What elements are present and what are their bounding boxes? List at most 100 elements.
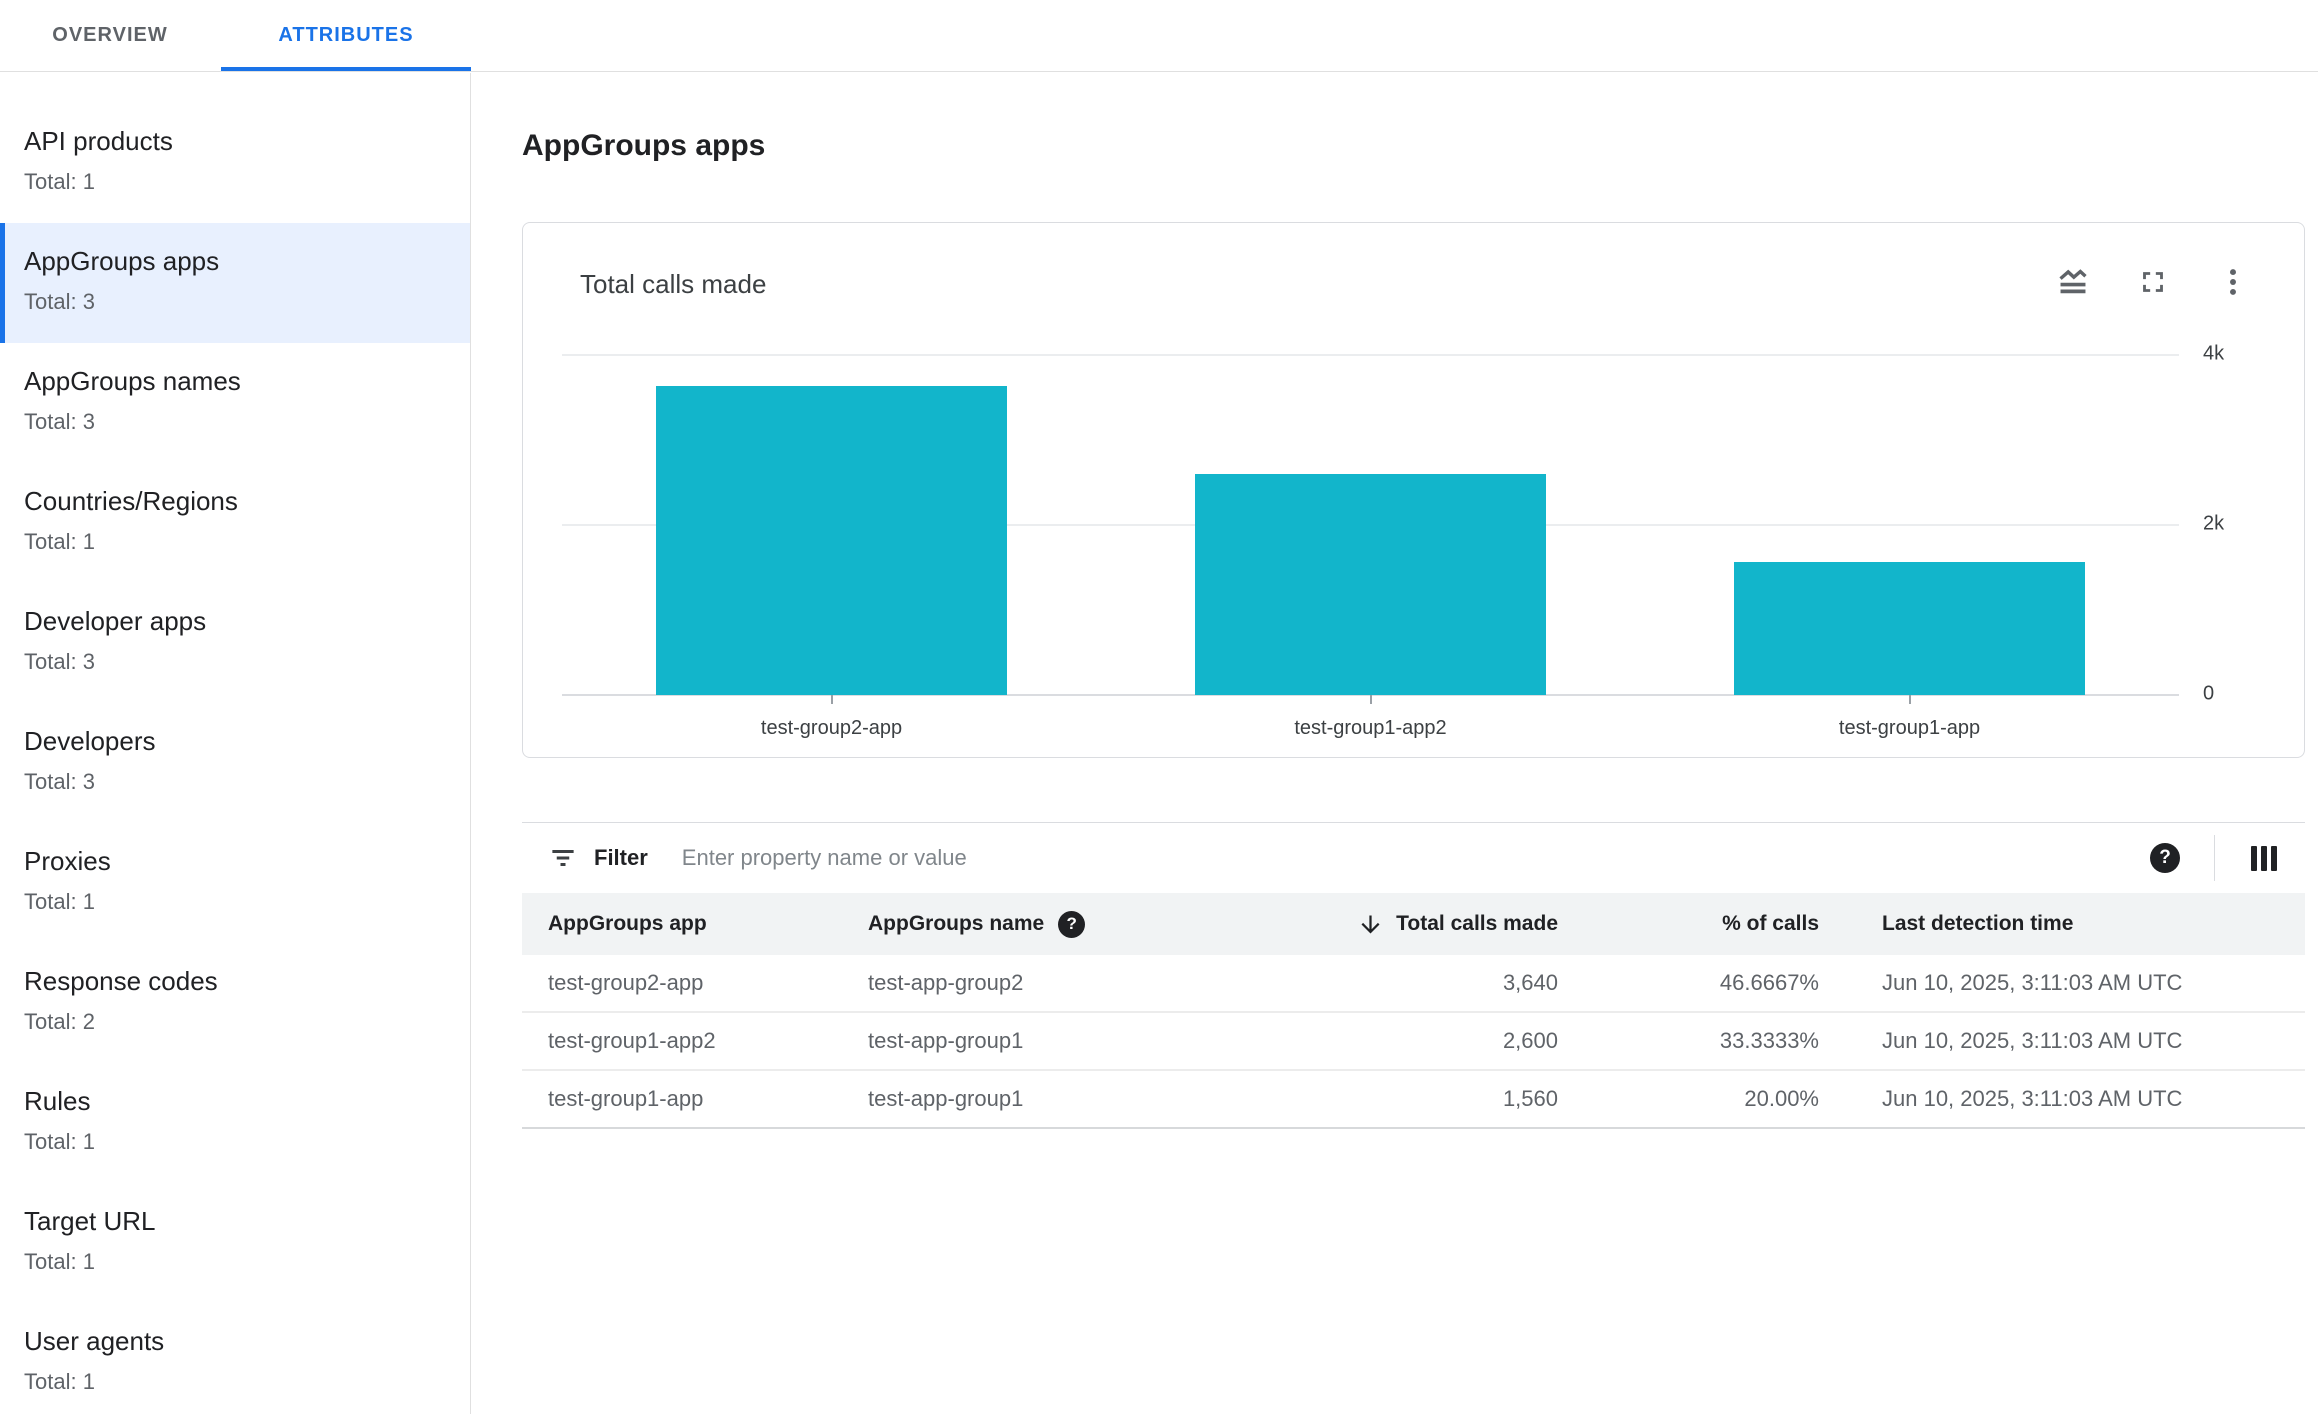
cell-appgroups-app: test-group1-app2 — [548, 1028, 716, 1053]
cell-total-calls-made: 3,640 — [1502, 970, 1558, 995]
attributes-sidebar: API products Total: 1 AppGroups apps Total:… — [0, 73, 471, 1414]
filter-label: Filter — [594, 845, 648, 870]
kebab-menu-icon[interactable] — [2214, 263, 2252, 301]
x-axis-tick — [1909, 695, 1911, 704]
x-axis-tick — [831, 695, 833, 704]
cell-of-calls: 33.3333% — [1719, 1028, 1819, 1053]
column-header-label: % of calls — [1722, 912, 1819, 935]
gridline-4k — [562, 354, 2179, 356]
sidebar-item-response-codes[interactable]: Response codes Total: 2 — [0, 943, 470, 1063]
sidebar-item-total: Total: 1 — [24, 529, 95, 554]
sidebar-item-label: Developer apps — [24, 606, 207, 636]
tab-overview[interactable]: OVERVIEW — [20, 0, 200, 71]
sidebar-item-total: Total: 3 — [24, 649, 95, 674]
sidebar-item-target-url[interactable]: Target URL Total: 1 — [0, 1183, 470, 1303]
sidebar-item-label: Response codes — [24, 966, 218, 996]
column-help-icon[interactable]: ? — [1058, 910, 1086, 938]
filter-input[interactable] — [681, 845, 2150, 871]
cell-last-detection-time: Jun 10, 2025, 3:11:03 AM UTC — [1882, 1028, 2183, 1053]
chart-card-toolbar — [2054, 263, 2252, 301]
x-axis-tick — [1370, 695, 1372, 704]
sidebar-item-total: Total: 3 — [24, 289, 95, 314]
sidebar-item-label: User agents — [24, 1326, 165, 1356]
page-title: AppGroups apps — [522, 129, 766, 162]
filter-bar: Filter ? — [522, 823, 2305, 893]
cell-of-calls: 46.6667% — [1719, 970, 1819, 995]
sidebar-item-label: Developers — [24, 726, 156, 756]
chart-card: Total calls made 0 2k 4k test-group2-a — [522, 222, 2305, 758]
sidebar-item-developer-apps[interactable]: Developer apps Total: 3 — [0, 583, 470, 703]
chart-plot: 0 2k 4k test-group2-app test-group1-app2 test… — [562, 342, 2224, 739]
sidebar-item-api-products[interactable]: API products Total: 1 — [0, 103, 470, 223]
help-icon[interactable]: ? — [2150, 843, 2180, 873]
sidebar-item-developers[interactable]: Developers Total: 3 — [0, 703, 470, 823]
sidebar-item-total: Total: 1 — [24, 1129, 95, 1154]
table-row: test-group1-app2 test-app-group1 2,600 33.3… — [522, 1013, 2305, 1071]
sidebar-item-label: Target URL — [24, 1206, 156, 1236]
sidebar-item-label: AppGroups apps — [24, 246, 220, 276]
active-tab-indicator — [221, 67, 471, 71]
cell-appgroups-name: test-app-group2 — [868, 970, 1024, 995]
sidebar-item-label: Proxies — [24, 846, 111, 876]
table-body: test-group2-app test-app-group2 3,640 46.66… — [522, 955, 2305, 1129]
cell-of-calls: 20.00% — [1744, 1086, 1819, 1111]
cell-appgroups-name: test-app-group1 — [868, 1028, 1024, 1053]
fullscreen-icon[interactable] — [2134, 263, 2172, 301]
sidebar-item-total: Total: 3 — [24, 409, 95, 434]
tab-attributes[interactable]: ATTRIBUTES — [221, 0, 471, 71]
tab-attributes-label: ATTRIBUTES — [278, 24, 414, 46]
y-axis-label: 0 — [2203, 682, 2215, 705]
column-header-label: AppGroups app — [548, 912, 707, 935]
cell-last-detection-time: Jun 10, 2025, 3:11:03 AM UTC — [1882, 1086, 2183, 1111]
sidebar-item-appgroups-apps[interactable]: AppGroups apps Total: 3 — [0, 223, 470, 343]
sidebar-item-label: Countries/Regions — [24, 486, 238, 516]
sidebar-item-total: Total: 2 — [24, 1009, 95, 1034]
x-axis-label: test-group2-app — [760, 717, 903, 739]
sidebar-item-total: Total: 1 — [24, 1369, 95, 1394]
sidebar-item-proxies[interactable]: Proxies Total: 1 — [0, 823, 470, 943]
sidebar-item-total: Total: 1 — [24, 1249, 95, 1274]
cell-appgroups-app: test-group1-app — [548, 1086, 704, 1111]
column-picker-icon[interactable] — [2249, 844, 2279, 873]
table-section: Filter ? AppGroups app AppGroups name? Tot… — [522, 822, 2305, 1129]
table-row: test-group1-app test-app-group1 1,560 20.00… — [522, 1071, 2305, 1129]
column-header-label: AppGroups name — [868, 912, 1045, 935]
cell-total-calls-made: 2,600 — [1502, 1028, 1558, 1053]
column-header-last-detection-time[interactable]: Last detection time — [1819, 912, 2279, 936]
column-header-label: Total calls made — [1396, 912, 1558, 935]
sidebar-item-user-agents[interactable]: User agents Total: 1 — [0, 1303, 470, 1414]
sidebar-item-countries-regions[interactable]: Countries/Regions Total: 1 — [0, 463, 470, 583]
column-header-label: Last detection time — [1882, 912, 2074, 935]
bar-test-group1-app2[interactable] — [1195, 474, 1546, 695]
cell-appgroups-app: test-group2-app — [548, 970, 704, 995]
area-chart-icon[interactable] — [2054, 263, 2092, 301]
bar-test-group2-app[interactable] — [656, 386, 1007, 695]
chart-title: Total calls made — [580, 269, 767, 299]
main-content: AppGroups apps Total calls made — [471, 73, 2318, 1414]
column-header-appgroups-name[interactable]: AppGroups name? — [868, 910, 1300, 938]
table-row: test-group2-app test-app-group2 3,640 46.66… — [522, 955, 2305, 1013]
sidebar-item-total: Total: 3 — [24, 769, 95, 794]
column-header-of-calls[interactable]: % of calls — [1558, 912, 1819, 936]
sidebar-item-label: Rules — [24, 1086, 91, 1116]
cell-last-detection-time: Jun 10, 2025, 3:11:03 AM UTC — [1882, 970, 2183, 995]
y-axis-label: 2k — [2203, 512, 2225, 535]
table-header: AppGroups app AppGroups name? Total calls … — [522, 893, 2305, 955]
selected-indicator — [0, 223, 5, 343]
sidebar-item-total: Total: 1 — [24, 889, 95, 914]
column-header-total-calls-made[interactable]: Total calls made — [1300, 911, 1558, 938]
sort-desc-icon — [1357, 911, 1384, 938]
sidebar-item-total: Total: 1 — [24, 169, 95, 194]
cell-appgroups-name: test-app-group1 — [868, 1086, 1024, 1111]
tabbar: OVERVIEW ATTRIBUTES — [0, 0, 2318, 72]
sidebar-item-label: AppGroups names — [24, 366, 241, 396]
filter-divider — [2214, 835, 2215, 881]
column-header-appgroups-app[interactable]: AppGroups app — [548, 912, 868, 936]
sidebar-item-appgroups-names[interactable]: AppGroups names Total: 3 — [0, 343, 470, 463]
filter-list-icon[interactable] — [548, 843, 578, 873]
cell-total-calls-made: 1,560 — [1502, 1086, 1558, 1111]
tab-overview-label: OVERVIEW — [52, 24, 168, 46]
bar-test-group1-app[interactable] — [1734, 562, 2085, 695]
sidebar-item-rules[interactable]: Rules Total: 1 — [0, 1063, 470, 1183]
y-axis-label: 4k — [2203, 342, 2225, 365]
